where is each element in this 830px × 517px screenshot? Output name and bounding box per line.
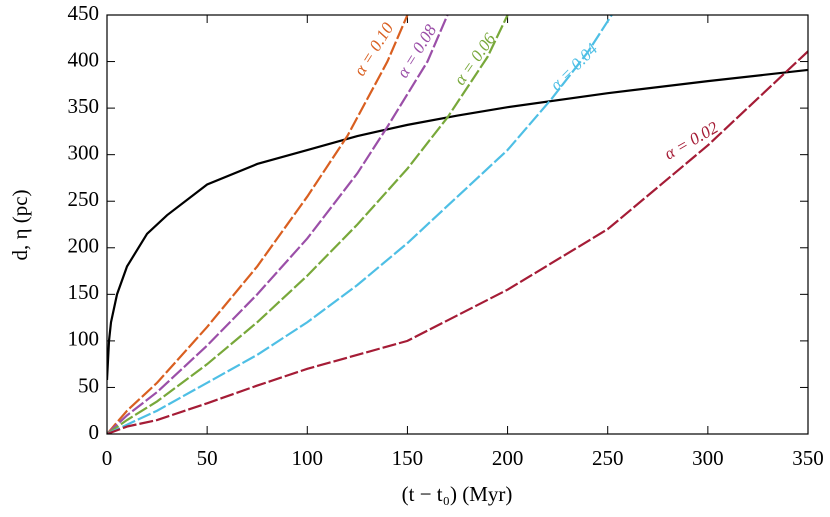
x-tick-label: 200	[492, 446, 524, 470]
plot-frame	[106, 14, 809, 435]
x-tick-label: 150	[392, 446, 424, 470]
x-tick-label: 350	[792, 446, 824, 470]
y-tick-label: 450	[68, 1, 100, 25]
y-tick-label: 350	[68, 94, 100, 118]
line	[107, 15, 509, 434]
x-tick-label: 300	[692, 446, 724, 470]
x-tick-label: 0	[102, 446, 113, 470]
y-tick-label: 150	[68, 280, 100, 304]
y-axis-label: d, η (pc)	[8, 189, 32, 260]
line	[107, 50, 808, 434]
y-tick-label: 200	[68, 234, 100, 258]
x-axis-label: (t − t₀) (Myr)	[402, 482, 513, 506]
line	[107, 15, 409, 434]
y-tick-label: 50	[78, 373, 99, 397]
annotation: α = 0.10	[350, 19, 397, 79]
y-tick-label: 250	[68, 187, 100, 211]
y-tick-label: 0	[89, 420, 100, 444]
line	[107, 15, 449, 434]
y-tick-label: 100	[68, 327, 100, 351]
annotation: α = 0.04	[546, 39, 601, 94]
y-tick-label: 400	[68, 47, 100, 71]
line	[107, 15, 613, 434]
x-tick-label: 50	[197, 446, 218, 470]
annotation: α = 0.06	[450, 29, 499, 88]
y-tick-label: 300	[68, 140, 100, 164]
x-tick-label: 250	[592, 446, 624, 470]
x-tick-label: 100	[292, 446, 324, 470]
line	[107, 68, 808, 381]
